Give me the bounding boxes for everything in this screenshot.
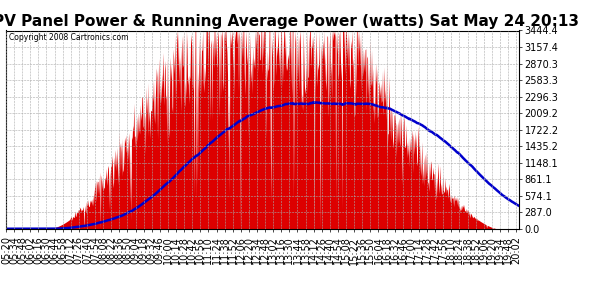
Title: Total PV Panel Power & Running Average Power (watts) Sat May 24 20:13: Total PV Panel Power & Running Average P… (0, 14, 579, 29)
Text: Copyright 2008 Cartronics.com: Copyright 2008 Cartronics.com (8, 34, 128, 42)
